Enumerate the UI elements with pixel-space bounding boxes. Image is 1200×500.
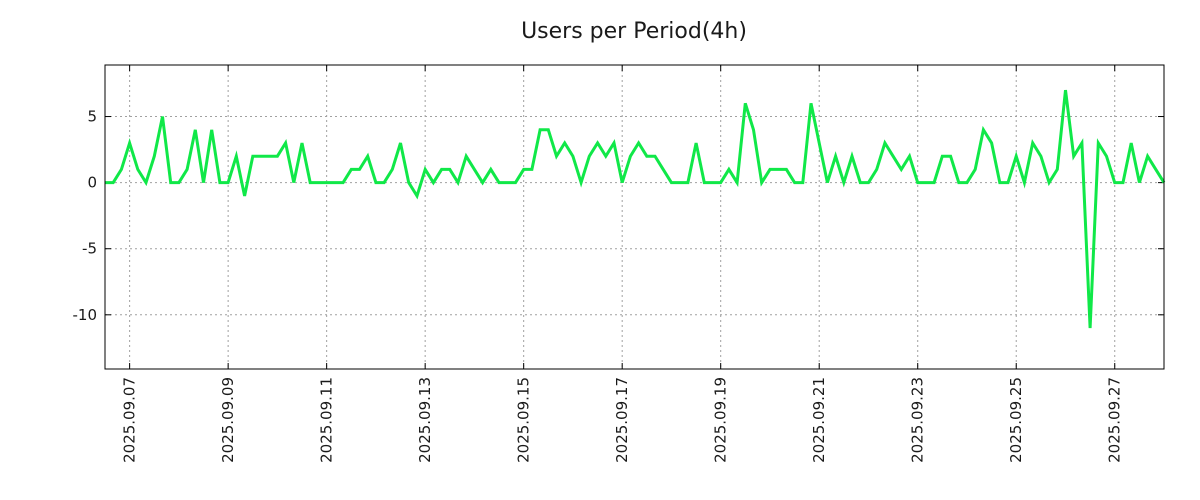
x-tick-label: 2025.09.23	[909, 377, 927, 463]
y-tick-label: 5	[87, 108, 97, 126]
x-tick-label: 2025.09.07	[121, 377, 139, 463]
x-tick-label: 2025.09.15	[515, 377, 533, 463]
y-tick-label: -10	[73, 306, 98, 324]
chart-title: Users per Period(4h)	[521, 19, 747, 44]
x-tick-label: 2025.09.11	[318, 377, 336, 463]
x-tick-label: 2025.09.17	[613, 377, 631, 463]
x-tick-label: 2025.09.21	[810, 377, 828, 463]
series	[105, 89, 1166, 329]
x-tick-label: 2025.09.19	[712, 377, 730, 463]
y-tick-label: 0	[87, 174, 97, 192]
plot-frame	[104, 64, 1165, 370]
y-axis: 5 0 -5 -10	[73, 108, 1164, 324]
x-tick-label: 2025.09.25	[1007, 377, 1025, 463]
x-tick-label: 2025.09.13	[416, 377, 434, 463]
x-axis: 2025.09.07 2025.09.09 2025.09.11 2025.09.13…	[121, 65, 1124, 463]
series-line-users	[105, 89, 1166, 329]
x-tick-label: 2025.09.09	[219, 377, 237, 463]
x-tick-label: 2025.09.27	[1106, 377, 1124, 463]
grid	[105, 65, 1164, 369]
y-tick-label: -5	[82, 240, 97, 258]
